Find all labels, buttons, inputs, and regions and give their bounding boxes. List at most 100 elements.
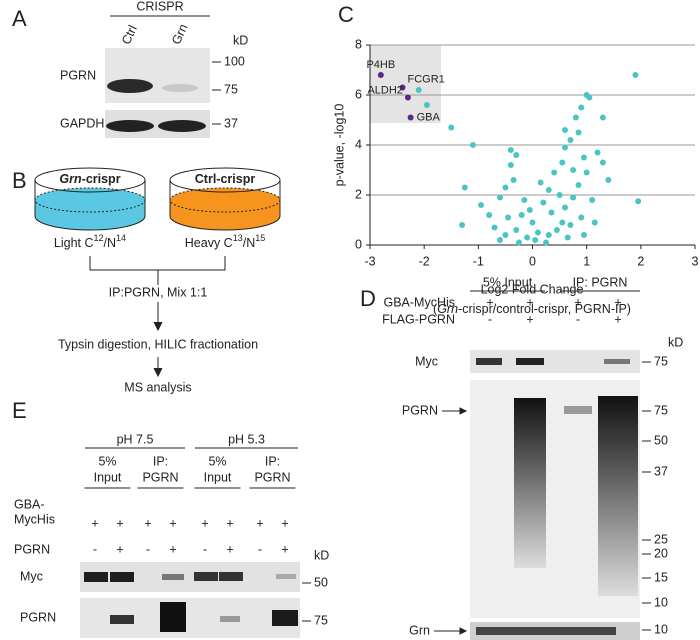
lane-label: Grn — [169, 22, 191, 47]
sign: - — [258, 542, 262, 556]
band — [158, 120, 206, 132]
sign: + — [614, 295, 621, 309]
sign: + — [169, 516, 176, 530]
sign: - — [146, 542, 150, 556]
row-label: GBA- — [14, 497, 45, 511]
sign: - — [576, 312, 580, 326]
y-tick-label: 8 — [355, 37, 362, 51]
point — [404, 94, 411, 101]
row-label: PGRN — [20, 610, 56, 624]
y-tick-label: 4 — [355, 137, 362, 151]
row-label: PGRN — [402, 403, 438, 417]
band — [219, 572, 243, 581]
isotope-label-part: Light C — [54, 236, 94, 250]
sign: + — [116, 542, 123, 556]
x-axis-subtitle-part: ( — [433, 302, 438, 316]
point — [513, 152, 520, 158]
condition-header: pH 5.3 — [228, 432, 265, 446]
row-label: PGRN — [60, 68, 96, 82]
point — [540, 199, 547, 206]
band — [276, 574, 296, 579]
point — [518, 212, 525, 218]
sign: + — [91, 516, 98, 530]
sign: + — [226, 516, 233, 530]
point — [570, 167, 577, 173]
row-label: MycHis — [14, 512, 55, 526]
x-axis-title: Log2 Fold Change — [481, 282, 584, 296]
point — [575, 182, 582, 188]
point — [497, 237, 503, 243]
marker-label: 37 — [224, 116, 238, 130]
panel-label: A — [12, 6, 27, 31]
sample-name-part: -crispr — [82, 172, 121, 186]
isotope-label-part: /N — [104, 236, 117, 250]
row-label: GBA-MycHis — [383, 295, 455, 309]
y-tick-label: 2 — [355, 187, 362, 201]
point — [564, 234, 571, 241]
point — [543, 239, 550, 246]
band — [272, 610, 298, 626]
point — [502, 232, 509, 238]
band — [598, 396, 638, 596]
marker-label: 10 — [654, 622, 668, 636]
dish-left — [34, 167, 146, 231]
sample-name-part: Grn — [59, 172, 82, 186]
isotope-label-part: 13 — [233, 233, 243, 243]
sign: - — [93, 542, 97, 556]
point — [591, 219, 598, 226]
sign: + — [486, 295, 493, 309]
group-header: 5% Input — [483, 275, 533, 289]
row-label: Myc — [415, 354, 438, 368]
x-tick-label: -2 — [419, 254, 430, 268]
x-tick-label: 3 — [692, 254, 699, 268]
row-label: PGRN — [14, 542, 50, 556]
group-header: CRISPR — [136, 0, 183, 13]
point — [545, 187, 552, 193]
lane-label: Ctrl — [119, 23, 140, 47]
x-tick-label: 2 — [637, 254, 644, 268]
row-label: GAPDH — [60, 116, 104, 130]
point — [526, 207, 533, 213]
point — [502, 184, 509, 191]
point — [423, 102, 430, 108]
panel-label: E — [12, 398, 27, 423]
x-tick-label: -1 — [473, 254, 484, 268]
isotope-label-part: 15 — [255, 233, 265, 243]
unit-label: kD — [668, 335, 683, 349]
point — [407, 114, 414, 121]
group-header: IP: PGRN — [573, 275, 628, 289]
point — [377, 72, 384, 78]
point — [515, 239, 522, 246]
band — [564, 406, 592, 414]
row-label: Grn — [409, 623, 430, 637]
band — [110, 572, 134, 582]
group-header: Input — [204, 470, 232, 484]
point — [632, 72, 639, 78]
x-axis-subtitle-part: Grn — [437, 302, 458, 316]
point — [559, 219, 566, 226]
point — [562, 127, 568, 133]
point — [586, 94, 593, 101]
sign: + — [281, 542, 288, 556]
group-header: IP: — [153, 454, 168, 468]
point — [524, 234, 531, 241]
x-tick-label: -3 — [364, 254, 375, 268]
point — [532, 237, 539, 243]
point — [599, 114, 606, 121]
step-label: MS analysis — [124, 380, 191, 394]
unit-label: kD — [314, 548, 329, 562]
group-header: 5% — [98, 454, 116, 468]
point — [635, 198, 642, 205]
point — [545, 232, 552, 238]
band — [162, 574, 184, 580]
point-label: FCGR1 — [408, 73, 445, 85]
blot — [470, 350, 640, 373]
point — [521, 197, 528, 203]
point-label: GBA — [417, 111, 441, 123]
point — [583, 169, 590, 176]
band — [162, 84, 198, 92]
point — [589, 197, 596, 203]
point — [578, 214, 585, 221]
group-header: PGRN — [254, 470, 290, 484]
band — [604, 359, 630, 364]
